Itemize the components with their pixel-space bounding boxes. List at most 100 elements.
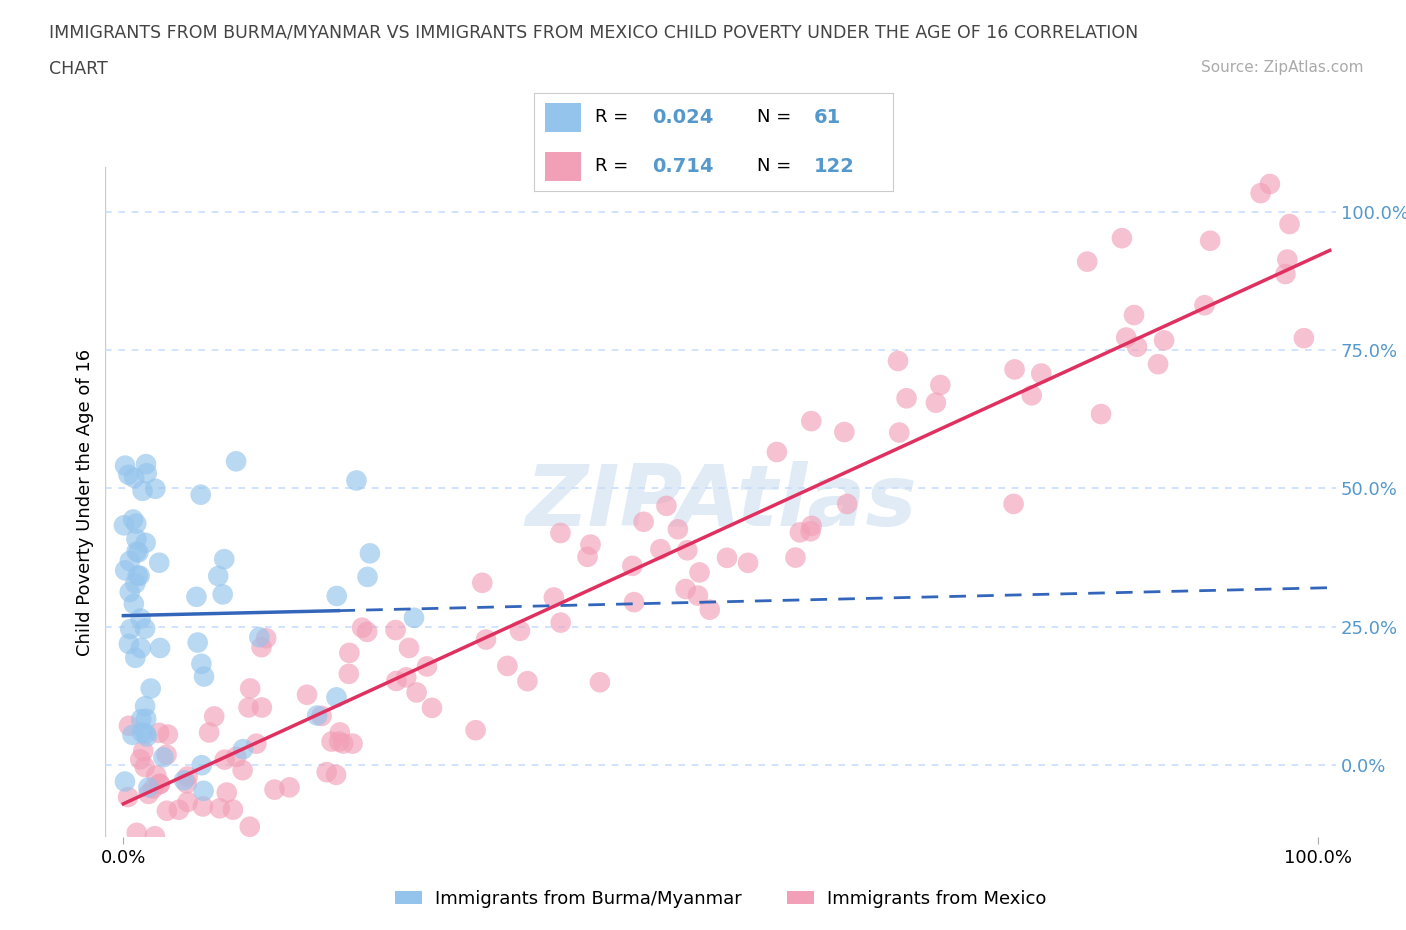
- Point: [127, 545, 149, 560]
- Point: [138, 787, 160, 802]
- Point: [686, 588, 709, 603]
- Point: [402, 610, 425, 625]
- Point: [800, 524, 823, 538]
- Point: [193, 669, 215, 684]
- Point: [207, 568, 229, 583]
- Point: [579, 538, 602, 552]
- Point: [214, 752, 236, 767]
- Point: [1123, 308, 1146, 323]
- Point: [356, 624, 378, 639]
- Point: [395, 670, 418, 684]
- Point: [129, 711, 152, 726]
- Point: [925, 395, 948, 410]
- Point: [623, 594, 645, 609]
- Point: [785, 551, 807, 565]
- Point: [332, 736, 354, 751]
- Point: [1004, 362, 1026, 377]
- Text: N =: N =: [756, 157, 797, 175]
- Point: [114, 774, 136, 789]
- Point: [416, 659, 439, 674]
- Point: [143, 829, 166, 844]
- Point: [156, 804, 179, 818]
- Point: [589, 675, 612, 690]
- Point: [149, 777, 172, 791]
- Point: [321, 734, 343, 749]
- Point: [576, 550, 599, 565]
- Point: [125, 841, 148, 856]
- Point: [222, 803, 245, 817]
- Point: [114, 458, 136, 473]
- Point: [122, 471, 145, 485]
- Point: [173, 773, 195, 788]
- Point: [464, 723, 486, 737]
- Point: [496, 658, 519, 673]
- Point: [129, 751, 152, 766]
- Point: [1002, 497, 1025, 512]
- Point: [190, 758, 212, 773]
- Point: [131, 484, 153, 498]
- Point: [152, 750, 174, 764]
- Point: [118, 553, 141, 568]
- Point: [129, 641, 152, 656]
- Point: [800, 518, 823, 533]
- Point: [307, 708, 329, 723]
- Point: [789, 525, 811, 539]
- Point: [621, 558, 644, 573]
- Point: [155, 748, 177, 763]
- Point: [191, 799, 214, 814]
- Point: [1126, 339, 1149, 354]
- Point: [1250, 186, 1272, 201]
- Point: [136, 841, 159, 856]
- Point: [134, 621, 156, 636]
- Point: [337, 667, 360, 682]
- Point: [278, 780, 301, 795]
- Point: [834, 425, 856, 440]
- Point: [633, 514, 655, 529]
- Point: [263, 782, 285, 797]
- Point: [138, 780, 160, 795]
- Point: [124, 576, 146, 591]
- Point: [1021, 388, 1043, 403]
- Point: [1153, 333, 1175, 348]
- Point: [135, 466, 157, 481]
- Point: [142, 781, 165, 796]
- Point: [328, 734, 350, 749]
- Point: [311, 709, 333, 724]
- Point: [516, 673, 538, 688]
- Bar: [546, 152, 581, 180]
- Point: [148, 555, 170, 570]
- Point: [475, 632, 498, 647]
- Point: [232, 763, 254, 777]
- Point: [509, 623, 531, 638]
- Point: [135, 711, 157, 726]
- Point: [1194, 298, 1216, 312]
- Point: [766, 445, 789, 459]
- Point: [1292, 331, 1315, 346]
- Point: [337, 645, 360, 660]
- Point: [208, 801, 231, 816]
- Point: [1147, 357, 1170, 372]
- Point: [135, 457, 157, 472]
- Point: [346, 473, 368, 488]
- Point: [120, 621, 142, 636]
- Point: [127, 568, 149, 583]
- Point: [420, 700, 443, 715]
- Point: [135, 726, 157, 741]
- Point: [675, 581, 697, 596]
- Point: [1076, 254, 1098, 269]
- Point: [143, 482, 166, 497]
- Point: [149, 777, 172, 791]
- Point: [134, 698, 156, 713]
- Point: [134, 760, 156, 775]
- Point: [325, 690, 347, 705]
- Point: [405, 685, 427, 700]
- Point: [186, 590, 208, 604]
- Point: [212, 551, 235, 566]
- Point: [148, 725, 170, 740]
- Point: [149, 641, 172, 656]
- Point: [1278, 217, 1301, 232]
- Text: CHART: CHART: [49, 60, 108, 78]
- Point: [114, 563, 136, 578]
- Text: R =: R =: [595, 109, 634, 126]
- Point: [190, 487, 212, 502]
